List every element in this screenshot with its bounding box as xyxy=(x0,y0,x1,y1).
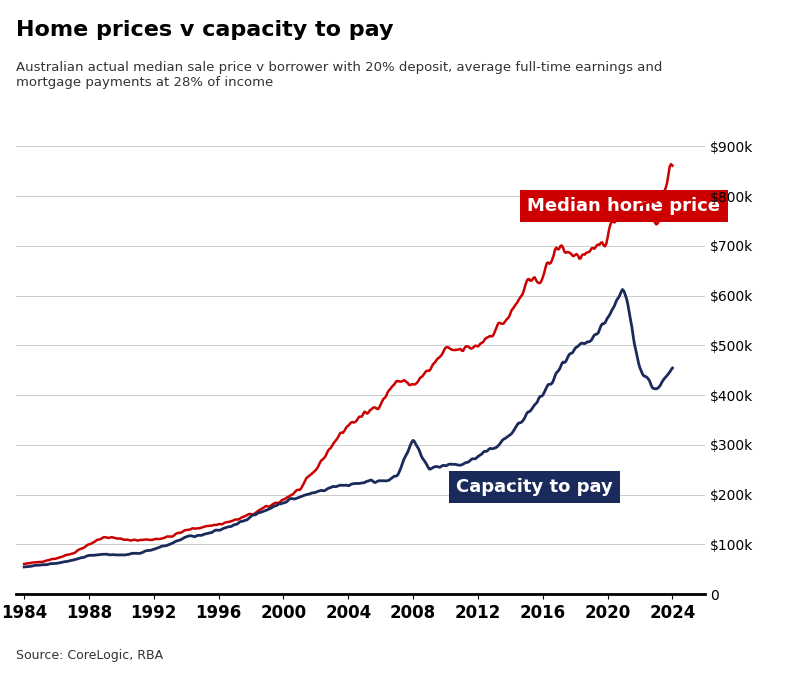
Text: Australian actual median sale price v borrower with 20% deposit, average full-ti: Australian actual median sale price v bo… xyxy=(16,61,662,88)
Text: Median home price: Median home price xyxy=(527,197,720,215)
Text: Source: CoreLogic, RBA: Source: CoreLogic, RBA xyxy=(16,649,163,662)
Text: Home prices v capacity to pay: Home prices v capacity to pay xyxy=(16,20,393,40)
Text: Capacity to pay: Capacity to pay xyxy=(457,478,613,496)
